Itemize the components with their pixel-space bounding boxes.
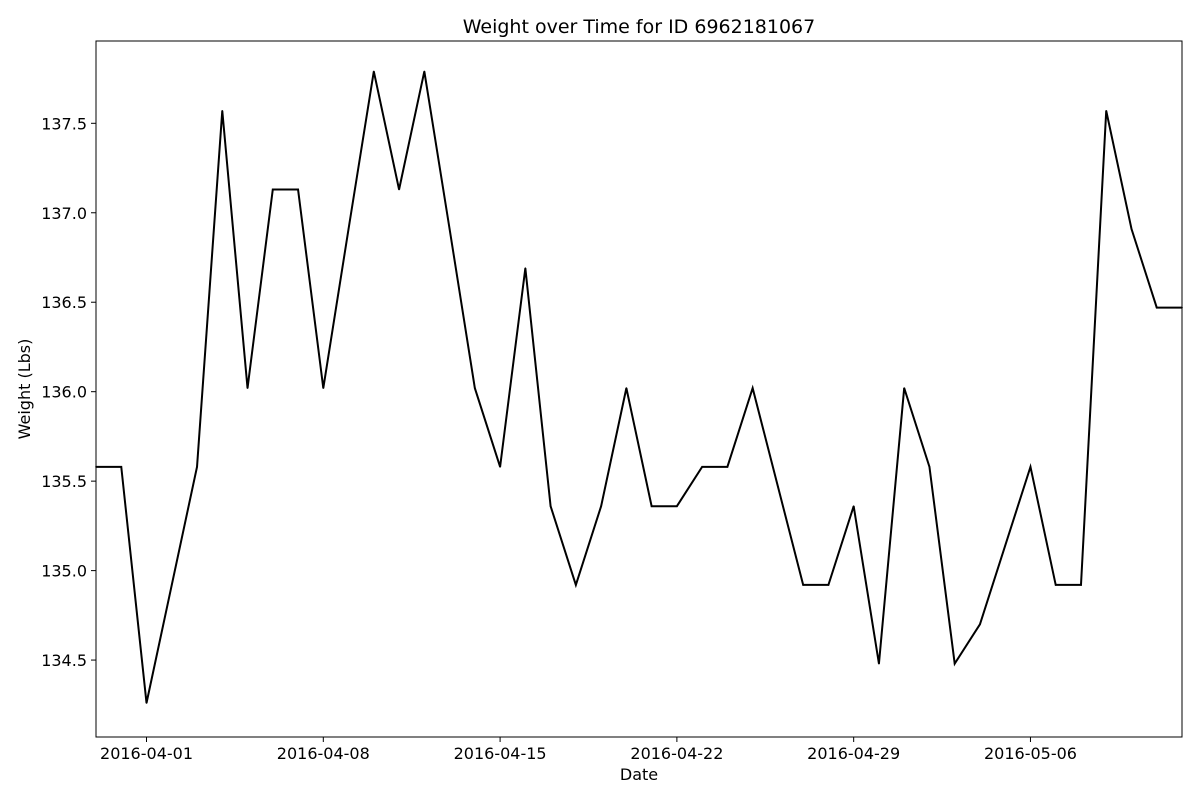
data-point [1054, 584, 1057, 586]
data-point [196, 466, 198, 468]
data-point [979, 623, 981, 626]
data-point [928, 466, 931, 468]
data-point [650, 505, 653, 507]
data-point [676, 505, 678, 507]
axis-ticks: 2016-04-01 2016-04-08 2016-04-15 2016-04-22… [41, 114, 1077, 763]
x-axis-title: Date [620, 765, 658, 784]
chart-title: Weight over Time for ID 6962181067 [463, 16, 816, 38]
y-axis-title: Weight (Lbs) [15, 339, 34, 440]
data-point [423, 70, 426, 73]
data-point [246, 387, 249, 389]
data-point [297, 188, 299, 191]
data-point [145, 702, 148, 704]
data-point [347, 228, 350, 230]
data-point [120, 466, 123, 468]
data-point [499, 466, 501, 468]
data-point [852, 505, 855, 507]
data-point [1130, 228, 1133, 230]
series-line [96, 71, 1182, 704]
y-tick-label: 137.0 [41, 204, 87, 223]
y-tick-label: 136.0 [41, 383, 87, 402]
data-point [625, 387, 628, 389]
data-point [726, 466, 729, 468]
y-tick-label: 135.0 [41, 562, 87, 581]
data-point [170, 584, 173, 586]
data-point [878, 662, 880, 665]
data-point [322, 387, 325, 389]
data-point [398, 188, 400, 191]
data-point [1004, 544, 1007, 547]
y-tick-label: 136.5 [41, 293, 87, 312]
data-point [271, 188, 274, 191]
data-point [575, 584, 577, 586]
data-point [1155, 306, 1158, 309]
data-point [751, 387, 754, 389]
x-tick-label: 2016-05-06 [984, 744, 1077, 763]
data-point [600, 505, 602, 507]
data-point [549, 505, 552, 507]
data-point [953, 662, 956, 665]
data-point [827, 584, 830, 586]
x-tick-label: 2016-04-29 [807, 744, 900, 763]
x-tick-label: 2016-04-22 [630, 744, 723, 763]
data-point [903, 387, 905, 389]
x-tick-label: 2016-04-08 [277, 744, 370, 763]
data-point [701, 466, 703, 468]
data-point [1105, 109, 1108, 112]
series-layer [95, 70, 1183, 704]
x-tick-label: 2016-04-15 [454, 744, 547, 763]
y-tick-label: 134.5 [41, 651, 87, 670]
data-point [221, 109, 224, 112]
data-point [1029, 466, 1032, 468]
y-tick-label: 137.5 [41, 114, 87, 133]
data-point [474, 387, 476, 389]
x-tick-label: 2016-04-01 [100, 744, 193, 763]
data-point [373, 70, 375, 73]
data-point [802, 584, 804, 586]
data-point [777, 485, 779, 488]
data-point [1080, 584, 1082, 586]
data-point [448, 228, 451, 230]
data-point [524, 267, 527, 270]
plot-area-frame [95, 40, 1183, 738]
y-tick-label: 135.5 [41, 472, 87, 491]
